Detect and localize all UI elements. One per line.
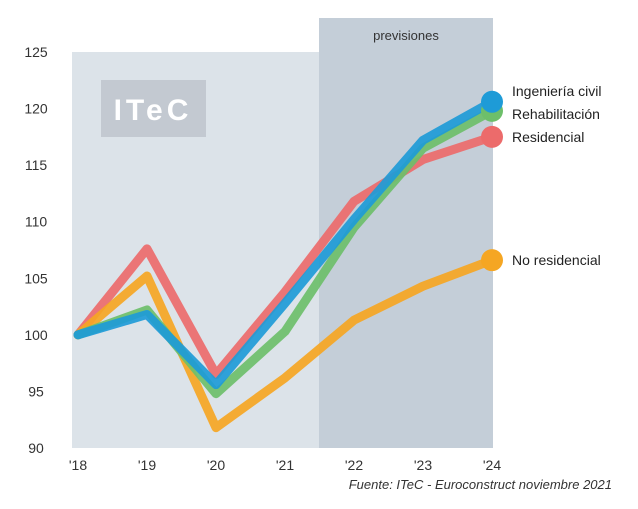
series-lines (73, 97, 497, 433)
y-tick-label: 110 (25, 214, 48, 230)
y-tick-label: 120 (24, 101, 48, 117)
y-tick-label: 115 (25, 157, 48, 173)
itec-logo (101, 80, 206, 137)
forecast-label: previsiones (373, 28, 439, 43)
y-tick-label: 95 (28, 383, 44, 399)
x-axis-ticks: '18 '19 '20 '21 '22 '23 '24 (69, 457, 501, 473)
x-tick-label: '24 (483, 457, 501, 473)
legend-label-residencial: Residencial (512, 129, 584, 145)
y-tick-label: 105 (24, 270, 48, 286)
series-line-residencial (73, 132, 497, 379)
legend: Ingeniería civil Rehabilitación Residencia… (512, 83, 602, 268)
legend-label-no-residencial: No residencial (512, 252, 601, 268)
x-tick-label: '20 (207, 457, 225, 473)
y-axis-ticks: 90 95 100 105 110 115 120 125 (24, 44, 48, 456)
x-tick-label: '23 (414, 457, 432, 473)
source-note: Fuente: ITeC - Euroconstruct noviembre 2… (349, 477, 612, 492)
x-tick-label: '22 (345, 457, 363, 473)
legend-label-ingenieria-civil: Ingeniería civil (512, 83, 602, 99)
y-tick-label: 90 (28, 440, 44, 456)
y-tick-label: 125 (24, 44, 48, 60)
series-endpoint-no-residencial (481, 249, 503, 272)
series-endpoints (481, 90, 503, 272)
y-tick-label: 100 (24, 327, 48, 343)
series-endpoint-residencial (481, 125, 503, 148)
series-line-rehabilitacion (73, 106, 497, 399)
series-line-ingenieria-civil (73, 97, 497, 390)
itec-logo-text: ITeC (114, 94, 193, 127)
x-tick-label: '19 (138, 457, 156, 473)
x-tick-label: '18 (69, 457, 87, 473)
series-line-no-residencial (73, 255, 497, 433)
x-tick-label: '21 (276, 457, 294, 473)
legend-label-rehabilitacion: Rehabilitación (512, 106, 600, 122)
series-endpoint-ingenieria-civil (481, 90, 503, 113)
